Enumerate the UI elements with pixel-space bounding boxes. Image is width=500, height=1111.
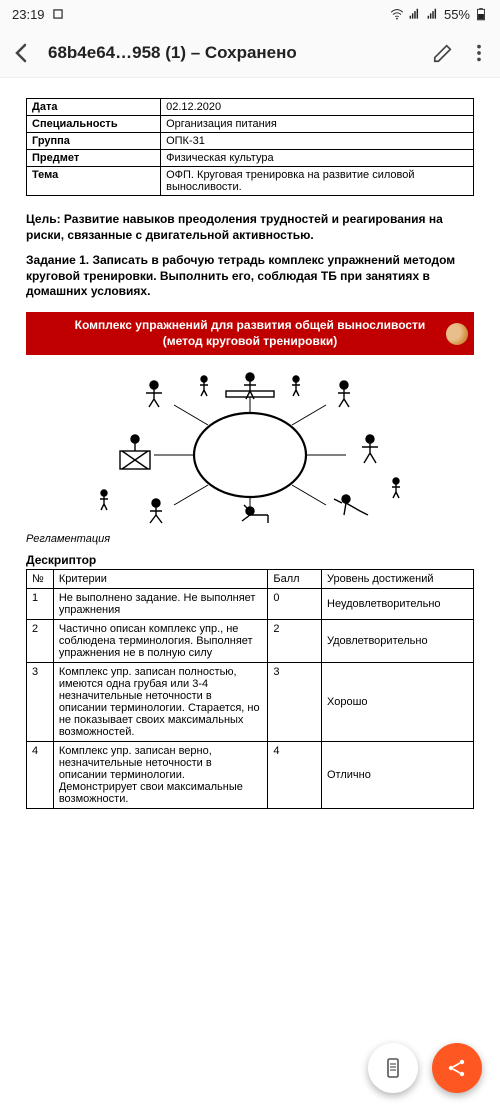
meta-value: Организация питания [161, 116, 474, 133]
meta-value: Физическая культура [161, 150, 474, 167]
table-row: 3 Комплекс упр. записан полностью, имеют… [27, 663, 474, 742]
back-icon[interactable] [10, 41, 34, 65]
battery-text: 55% [444, 7, 470, 22]
col-ball: Балл [268, 570, 322, 589]
meta-label: Предмет [27, 150, 161, 167]
meta-table: Дата02.12.2020 СпециальностьОрганизация … [26, 98, 474, 196]
descriptor-title: Дескриптор [26, 553, 474, 567]
wifi-icon [390, 7, 404, 21]
notification-icon [51, 7, 65, 21]
table-row: 1 Не выполнено задание. Не выполняет упр… [27, 589, 474, 620]
table-row: 4 Комплекс упр. записан верно, незначите… [27, 742, 474, 809]
mobile-view-button[interactable] [368, 1043, 418, 1093]
meta-label: Дата [27, 99, 161, 116]
document-title: 68b4e64…958 (1) – Сохранено [48, 43, 418, 63]
table-row: ТемаОФП. Круговая тренировка на развитие… [27, 167, 474, 196]
exercise-diagram [26, 361, 474, 529]
edit-icon[interactable] [432, 42, 454, 64]
col-criteria: Критерии [53, 570, 268, 589]
status-bar: 23:19 55% [0, 0, 500, 28]
banner: Комплекс упражнений для развития общей в… [26, 312, 474, 355]
fab-row [368, 1043, 482, 1093]
signal-icon-1 [408, 7, 422, 21]
table-row: СпециальностьОрганизация питания [27, 116, 474, 133]
table-header-row: № Критерии Балл Уровень достижений [27, 570, 474, 589]
status-right: 55% [390, 7, 488, 22]
col-num: № [27, 570, 54, 589]
status-time: 23:19 [12, 7, 45, 22]
table-row: ГруппаОПК-31 [27, 133, 474, 150]
meta-label: Тема [27, 167, 161, 196]
meta-label: Специальность [27, 116, 161, 133]
table-row: ПредметФизическая культура [27, 150, 474, 167]
more-icon[interactable] [468, 42, 490, 64]
status-left: 23:19 [12, 7, 65, 22]
banner-line1: Комплекс упражнений для развития общей в… [34, 318, 466, 334]
banner-line2: (метод круговой тренировки) [34, 334, 466, 350]
app-bar: 68b4e64…958 (1) – Сохранено [0, 28, 500, 78]
meta-value: ОПК-31 [161, 133, 474, 150]
reglamentation-label: Регламентация [26, 533, 474, 545]
meta-label: Группа [27, 133, 161, 150]
descriptor-table: № Критерии Балл Уровень достижений 1 Не … [26, 569, 474, 809]
document-content: Дата02.12.2020 СпециальностьОрганизация … [0, 78, 500, 1111]
meta-value: 02.12.2020 [161, 99, 474, 116]
goal-text: Цель: Развитие навыков преодоления трудн… [26, 212, 474, 243]
battery-icon [474, 7, 488, 21]
task-label: Задание 1. [26, 253, 92, 267]
table-row: Дата02.12.2020 [27, 99, 474, 116]
table-row: 2 Частично описан комплекс упр., не собл… [27, 620, 474, 663]
signal-icon-2 [426, 7, 440, 21]
task-text: Задание 1. Записать в рабочую тетрадь ко… [26, 253, 474, 300]
meta-value: ОФП. Круговая тренировка на развитие сил… [161, 167, 474, 196]
col-level: Уровень достижений [322, 570, 474, 589]
share-button[interactable] [432, 1043, 482, 1093]
